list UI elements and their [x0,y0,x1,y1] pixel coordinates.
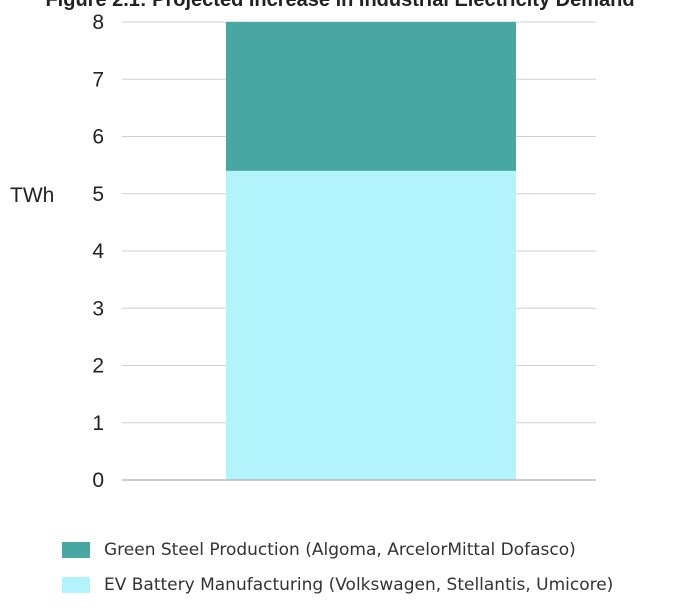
y-tick-label: 6 [92,126,104,149]
legend-item-ev-battery: EV Battery Manufacturing (Volkswagen, St… [62,575,613,595]
y-tick-label: 4 [92,240,104,263]
y-tick-label: 7 [92,68,104,91]
legend-label-ev-battery: EV Battery Manufacturing (Volkswagen, St… [104,575,614,595]
y-axis-label: TWh [10,184,54,207]
bar-segment-ev-battery [226,170,516,480]
y-tick-label: 3 [92,297,104,320]
y-tick-label: 2 [92,355,104,378]
legend-label-green-steel: Green Steel Production (Algoma, ArcelorM… [104,540,576,560]
legend-swatch-ev-battery [62,577,90,593]
bar-segments [226,22,516,480]
y-axis-ticks: 0 1 2 3 4 5 6 7 8 [92,11,104,492]
legend-item-green-steel: Green Steel Production (Algoma, ArcelorM… [62,540,613,560]
legend-swatch-green-steel [62,542,90,558]
y-tick-label: 0 [92,469,104,492]
legend: Green Steel Production (Algoma, ArcelorM… [62,540,613,610]
y-tick-label: 1 [92,412,104,435]
y-tick-label: 8 [92,11,104,34]
y-tick-label: 5 [92,183,104,206]
chart-title: Figure 2.1: Projected Increase in Indust… [45,0,634,11]
bar-segment-green-steel [226,22,516,171]
